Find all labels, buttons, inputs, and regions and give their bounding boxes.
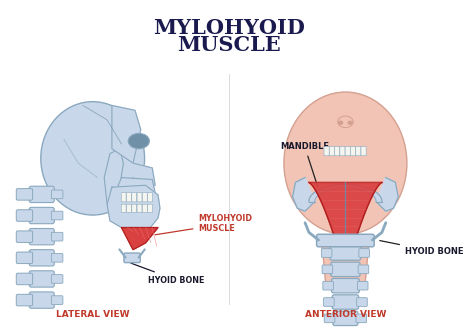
FancyBboxPatch shape xyxy=(361,147,366,156)
FancyBboxPatch shape xyxy=(51,275,63,283)
Ellipse shape xyxy=(337,116,353,128)
Polygon shape xyxy=(121,227,158,249)
FancyBboxPatch shape xyxy=(324,298,334,306)
FancyBboxPatch shape xyxy=(322,265,333,274)
FancyBboxPatch shape xyxy=(127,204,131,212)
FancyBboxPatch shape xyxy=(324,314,335,323)
FancyBboxPatch shape xyxy=(51,190,63,199)
Ellipse shape xyxy=(338,121,343,125)
FancyBboxPatch shape xyxy=(124,253,140,263)
FancyBboxPatch shape xyxy=(330,246,361,260)
FancyBboxPatch shape xyxy=(16,231,33,242)
Ellipse shape xyxy=(41,102,145,215)
FancyBboxPatch shape xyxy=(321,249,332,257)
FancyBboxPatch shape xyxy=(51,211,63,220)
FancyBboxPatch shape xyxy=(333,311,358,326)
FancyBboxPatch shape xyxy=(331,262,360,277)
FancyBboxPatch shape xyxy=(132,193,137,202)
FancyBboxPatch shape xyxy=(16,210,33,221)
FancyBboxPatch shape xyxy=(137,204,142,212)
FancyBboxPatch shape xyxy=(356,147,361,156)
FancyBboxPatch shape xyxy=(345,147,350,156)
FancyBboxPatch shape xyxy=(29,207,54,224)
FancyBboxPatch shape xyxy=(324,147,329,156)
Text: HYOID BONE: HYOID BONE xyxy=(380,240,464,256)
FancyBboxPatch shape xyxy=(147,204,153,212)
Text: MYLOHYOID
MUSCLE: MYLOHYOID MUSCLE xyxy=(155,214,252,235)
FancyBboxPatch shape xyxy=(317,234,374,247)
FancyBboxPatch shape xyxy=(29,186,54,202)
FancyBboxPatch shape xyxy=(335,147,340,156)
Polygon shape xyxy=(112,106,141,163)
FancyBboxPatch shape xyxy=(358,265,369,274)
FancyBboxPatch shape xyxy=(323,281,333,290)
Ellipse shape xyxy=(284,92,407,234)
FancyBboxPatch shape xyxy=(332,295,359,309)
Ellipse shape xyxy=(348,121,353,125)
Polygon shape xyxy=(133,163,155,187)
FancyBboxPatch shape xyxy=(350,147,356,156)
FancyBboxPatch shape xyxy=(29,228,54,245)
FancyBboxPatch shape xyxy=(51,296,63,304)
Polygon shape xyxy=(376,178,398,211)
FancyBboxPatch shape xyxy=(121,193,126,202)
FancyBboxPatch shape xyxy=(29,249,54,266)
Text: MUSCLE: MUSCLE xyxy=(177,35,281,55)
FancyBboxPatch shape xyxy=(16,273,33,285)
FancyBboxPatch shape xyxy=(329,147,335,156)
FancyBboxPatch shape xyxy=(331,279,359,293)
FancyBboxPatch shape xyxy=(16,252,33,264)
FancyBboxPatch shape xyxy=(29,271,54,287)
FancyBboxPatch shape xyxy=(51,232,63,241)
FancyBboxPatch shape xyxy=(121,204,126,212)
Text: HYOID BONE: HYOID BONE xyxy=(131,263,205,285)
FancyBboxPatch shape xyxy=(132,204,137,212)
FancyBboxPatch shape xyxy=(127,193,131,202)
FancyBboxPatch shape xyxy=(357,281,368,290)
Text: MANDIBLE: MANDIBLE xyxy=(280,142,329,186)
Text: LATERAL VIEW: LATERAL VIEW xyxy=(56,310,129,319)
Ellipse shape xyxy=(128,133,149,149)
FancyBboxPatch shape xyxy=(142,193,147,202)
Polygon shape xyxy=(107,185,160,227)
FancyBboxPatch shape xyxy=(357,298,367,306)
FancyBboxPatch shape xyxy=(142,204,147,212)
FancyBboxPatch shape xyxy=(340,147,345,156)
Text: MYLOHYOID: MYLOHYOID xyxy=(153,18,305,38)
Polygon shape xyxy=(117,178,155,204)
FancyBboxPatch shape xyxy=(356,314,366,323)
Polygon shape xyxy=(292,178,315,211)
FancyBboxPatch shape xyxy=(51,254,63,262)
Polygon shape xyxy=(104,149,123,204)
FancyBboxPatch shape xyxy=(16,294,33,306)
Polygon shape xyxy=(309,184,382,202)
FancyBboxPatch shape xyxy=(29,292,54,308)
Text: ANTERIOR VIEW: ANTERIOR VIEW xyxy=(305,310,386,319)
FancyBboxPatch shape xyxy=(359,249,369,257)
FancyBboxPatch shape xyxy=(16,189,33,200)
Polygon shape xyxy=(309,182,382,235)
Polygon shape xyxy=(321,237,369,288)
FancyBboxPatch shape xyxy=(147,193,153,202)
FancyBboxPatch shape xyxy=(137,193,142,202)
